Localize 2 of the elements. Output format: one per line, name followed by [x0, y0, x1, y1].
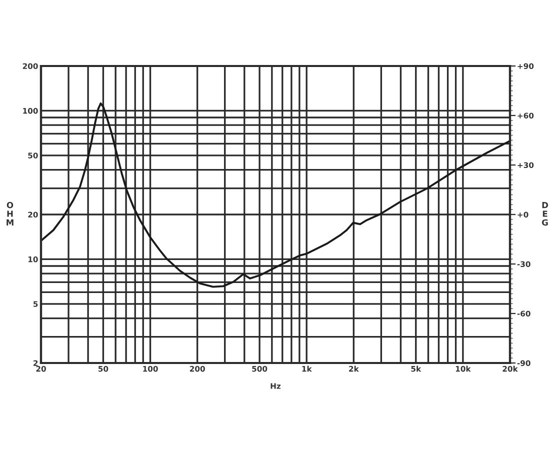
y2-axis-title: DEG: [542, 202, 548, 226]
y-axis-title: OHM: [6, 202, 14, 226]
